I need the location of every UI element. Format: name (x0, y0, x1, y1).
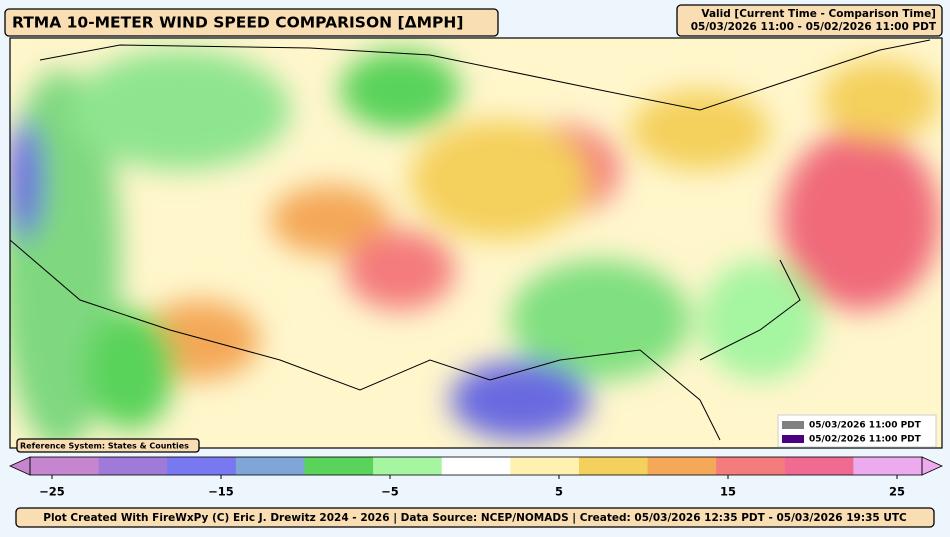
colorbar-frame (29, 456, 923, 476)
legend-label: 05/02/2026 11:00 PDT (809, 435, 922, 445)
colorbar-segment (441, 457, 511, 475)
legend: 05/03/2026 11:00 PDT 05/02/2026 11:00 PDT (782, 421, 922, 445)
colorbar-tick-label: −25 (39, 485, 65, 499)
map-frame (9, 37, 943, 449)
legend-swatch (782, 435, 804, 443)
footer-credits: Plot Created With FireWxPy (C) Eric J. D… (43, 512, 907, 524)
legend-label: 05/03/2026 11:00 PDT (809, 421, 922, 431)
reference-system: Reference System: States & Counties (20, 442, 189, 451)
footer-box (15, 507, 935, 528)
reference-box (16, 438, 200, 453)
valid-range: 05/03/2026 11:00 - 05/02/2026 11:00 PDT (691, 21, 937, 33)
legend-box (777, 414, 937, 448)
colorbar-segment (510, 457, 580, 475)
valid-box (676, 4, 943, 37)
colorbar-tick-label: 5 (555, 485, 563, 499)
colorbar-segment (647, 457, 717, 475)
colorbar-segment (716, 457, 786, 475)
colorbar-tick-label: −15 (208, 485, 234, 499)
colorbar-segment (235, 457, 305, 475)
colorbar-segment (853, 457, 923, 475)
colorbar-tick-label: 25 (889, 485, 905, 499)
colorbar-segment (30, 457, 100, 475)
colorbar-segment (578, 457, 649, 475)
title-box (4, 8, 499, 37)
colorbar-segment (304, 457, 374, 475)
colorbar-tick-label: −5 (381, 485, 399, 499)
valid-label: Valid [Current Time - Comparison Time] (701, 8, 936, 20)
legend-swatch (782, 421, 804, 429)
colorbar-tick-label: 15 (720, 485, 736, 499)
colorbar-segment (373, 457, 443, 475)
colorbar-extend-low (9, 456, 31, 476)
colorbar-segment (98, 457, 168, 475)
map (10, 38, 942, 448)
colorbar-segment (784, 457, 854, 475)
colorbar-extend-high (921, 456, 943, 476)
colorbar-segment (167, 457, 237, 475)
title: RTMA 10-METER WIND SPEED COMPARISON [ΔMP… (12, 14, 463, 32)
colorbar: −25 −15 −5 5 15 25 (9, 456, 943, 499)
